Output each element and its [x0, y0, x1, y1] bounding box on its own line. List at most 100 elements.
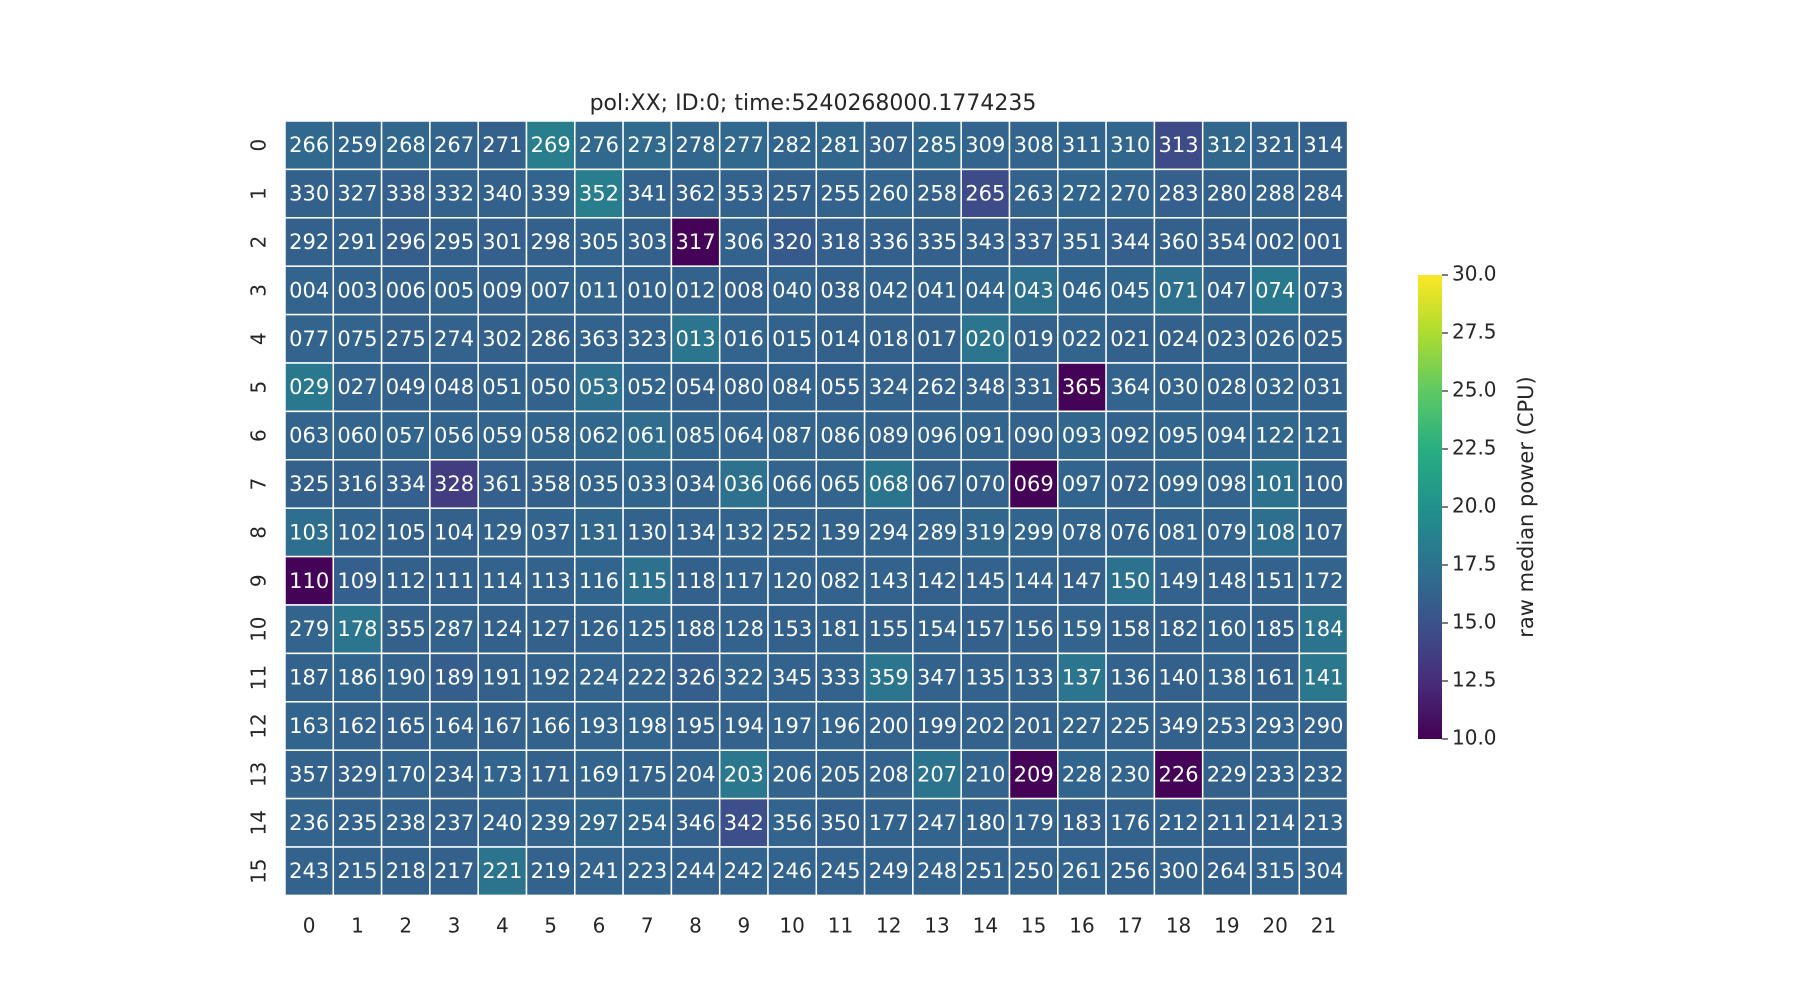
- heatmap-cell: [1250, 797, 1301, 848]
- heatmap-cell: [1201, 217, 1252, 267]
- cell-label: 064: [724, 424, 764, 448]
- cell-label: 137: [1062, 666, 1102, 690]
- cell-label: 128: [724, 617, 764, 641]
- heatmap-cell: [863, 555, 914, 606]
- cell-label: 225: [1110, 714, 1150, 738]
- y-tick-label: 2: [247, 236, 271, 249]
- cell-label: 015: [772, 327, 812, 351]
- heatmap-cell: [380, 507, 431, 558]
- cell-label: 330: [289, 182, 329, 206]
- heatmap-cell: [525, 507, 576, 558]
- cell-label: 348: [965, 375, 1005, 399]
- heatmap-cell: [622, 459, 673, 509]
- cell-label: 180: [965, 811, 1005, 835]
- cell-label: 217: [434, 859, 474, 883]
- cell-label: 275: [386, 327, 426, 351]
- cell-label: 213: [1303, 811, 1343, 835]
- x-tick-label: 2: [399, 913, 412, 937]
- cell-label: 192: [531, 666, 571, 690]
- cell-label: 130: [627, 520, 667, 544]
- cell-label: 349: [1159, 714, 1199, 738]
- heatmap-cell: [1008, 604, 1059, 655]
- cell-label: 007: [531, 278, 571, 302]
- cell-label: 265: [965, 182, 1005, 206]
- x-tick-label: 12: [876, 913, 901, 937]
- heatmap-cell: [622, 313, 673, 364]
- heatmap-cell: [1105, 797, 1156, 848]
- cell-label: 162: [337, 714, 377, 738]
- heatmap-cell: [718, 120, 769, 171]
- cell-label: 051: [482, 375, 522, 399]
- cell-label: 054: [676, 375, 716, 399]
- heatmap-cell: [574, 168, 624, 219]
- cell-label: 226: [1159, 762, 1199, 786]
- heatmap-cell: [332, 265, 383, 316]
- cell-label: 250: [1014, 859, 1054, 883]
- cell-label: 085: [676, 424, 716, 448]
- cell-label: 214: [1255, 811, 1295, 835]
- heatmap-cell: [332, 459, 383, 509]
- heatmap-cell: [1105, 846, 1156, 897]
- x-tick-label: 6: [593, 913, 606, 937]
- heatmap-cell: [284, 120, 335, 171]
- cell-label: 233: [1255, 762, 1295, 786]
- heatmap-cell: [284, 313, 335, 364]
- cell-label: 139: [820, 520, 860, 544]
- cell-label: 182: [1159, 617, 1199, 641]
- heatmap-cell: [718, 797, 769, 848]
- cell-label: 148: [1207, 569, 1247, 593]
- cell-label: 171: [531, 762, 571, 786]
- cell-label: 086: [820, 424, 860, 448]
- heatmap-cell: [1250, 652, 1301, 703]
- cell-label: 094: [1207, 424, 1247, 448]
- cell-label: 072: [1110, 472, 1150, 496]
- heatmap-cell: [1008, 362, 1059, 413]
- cell-label: 242: [724, 859, 764, 883]
- cell-label: 179: [1014, 811, 1054, 835]
- cell-label: 291: [337, 230, 377, 254]
- heatmap-cell: [815, 555, 866, 606]
- heatmap-cell: [1298, 313, 1349, 364]
- heatmap-cell: [380, 459, 431, 509]
- cell-label: 055: [820, 375, 860, 399]
- heatmap-cell: [1105, 362, 1156, 413]
- heatmap-cell: [1153, 652, 1204, 703]
- heatmap-cell: [622, 120, 673, 171]
- cell-label: 057: [386, 424, 426, 448]
- heatmap-cell: [525, 265, 576, 316]
- heatmap-cell: [1250, 555, 1301, 606]
- heatmap-cell: [1153, 410, 1204, 461]
- cell-label: 361: [482, 472, 522, 496]
- heatmap-cell: [1057, 410, 1107, 461]
- cell-label: 206: [772, 762, 812, 786]
- heatmap-cell: [1008, 555, 1059, 606]
- cell-label: 351: [1062, 230, 1102, 254]
- cell-label: 141: [1303, 666, 1343, 690]
- cell-label: 090: [1014, 424, 1054, 448]
- x-tick-label: 15: [1021, 913, 1046, 937]
- x-tick-label: 11: [828, 913, 853, 937]
- colorbar-tick-label: 12.5: [1452, 668, 1497, 692]
- cell-label: 142: [917, 569, 957, 593]
- cell-label: 068: [869, 472, 909, 496]
- heatmap-cell: [960, 410, 1011, 461]
- y-tick-label: 12: [247, 713, 271, 738]
- cell-label: 301: [482, 230, 522, 254]
- cell-label: 069: [1014, 472, 1054, 496]
- cell-label: 077: [289, 327, 329, 351]
- colorbar-tick-label: 15.0: [1452, 610, 1497, 634]
- heatmap-cell: [1201, 797, 1252, 848]
- heatmap-cell: [284, 604, 335, 655]
- heatmap-cell: [767, 507, 818, 558]
- cell-label: 229: [1207, 762, 1247, 786]
- heatmap-cell: [1201, 701, 1252, 751]
- heatmap-cell: [960, 604, 1011, 655]
- cell-label: 105: [386, 520, 426, 544]
- colorbar-tick-label: 20.0: [1452, 494, 1497, 518]
- cell-label: 070: [965, 472, 1005, 496]
- cell-label: 294: [869, 520, 909, 544]
- cell-label: 263: [1014, 182, 1054, 206]
- cell-label: 193: [579, 714, 619, 738]
- heatmap-cell: [1057, 313, 1107, 364]
- heatmap-cell: [863, 749, 914, 800]
